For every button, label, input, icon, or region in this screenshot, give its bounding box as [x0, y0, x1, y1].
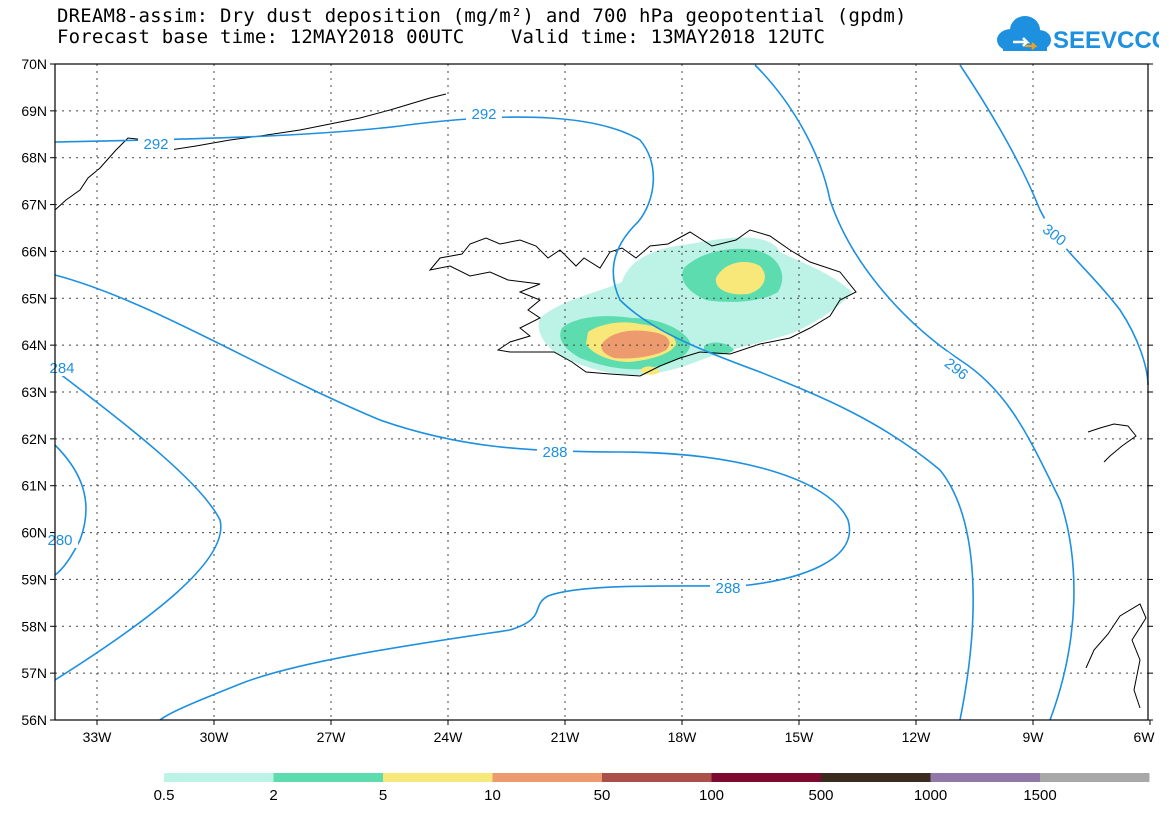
lat-label: 57N	[21, 665, 47, 681]
lon-label: 6W	[1134, 729, 1156, 745]
lon-label: 21W	[551, 729, 581, 745]
contour-label-bg	[466, 106, 502, 122]
dust-area-2c	[704, 342, 734, 355]
greenland-coast	[54, 93, 447, 211]
legend-swatch	[711, 773, 821, 782]
legend-swatch	[492, 773, 602, 782]
legend-label: 10	[484, 787, 501, 804]
legend-label: 50	[594, 787, 611, 804]
contour-label-bg	[937, 351, 976, 387]
legend-swatch	[1040, 773, 1150, 782]
legend-label: 2	[269, 787, 277, 804]
lat-label: 58N	[21, 618, 47, 634]
chart-title: DREAM8-assim: Dry dust deposition (mg/m²…	[57, 5, 907, 27]
dust-deposition-shading	[538, 237, 852, 376]
dust-area-5b	[715, 262, 765, 295]
lon-label: 9W	[1023, 729, 1045, 745]
legend-swatch	[273, 773, 383, 782]
lat-label: 70N	[21, 56, 47, 72]
contour-label: 292	[471, 106, 496, 123]
legend-swatch	[602, 773, 712, 782]
lat-label: 62N	[21, 431, 47, 447]
lat-label: 65N	[21, 290, 47, 306]
contour-label-bg	[537, 444, 573, 460]
lon-label: 24W	[434, 729, 464, 745]
faroe-islands	[1087, 423, 1137, 463]
cloud-icon	[997, 16, 1051, 51]
lat-label: 68N	[21, 150, 47, 166]
contour-280	[54, 444, 87, 576]
lon-label: 15W	[785, 729, 815, 745]
lon-label: 33W	[83, 729, 113, 745]
lat-label: 60N	[21, 525, 47, 541]
contour-label-bg	[44, 360, 80, 376]
lat-label: 69N	[21, 103, 47, 119]
legend-label: 100	[699, 787, 724, 804]
contour-label-bg	[138, 136, 174, 152]
legend-label: 500	[808, 787, 833, 804]
legend-label: 0.5	[154, 787, 175, 804]
lat-label: 59N	[21, 571, 47, 587]
legend-swatch	[164, 773, 274, 782]
seevccc-logo: SEEVCCC	[997, 16, 1159, 54]
lon-label: 30W	[200, 729, 230, 745]
lat-label: 64N	[21, 337, 47, 353]
contour-label: 284	[49, 360, 74, 377]
lon-label: 18W	[668, 729, 698, 745]
iceland-outline	[428, 229, 857, 377]
lat-label: 66N	[21, 243, 47, 259]
geopotential-contours	[54, 64, 1149, 721]
contour-label-bg	[1035, 217, 1074, 253]
forecast-time-line: Forecast base time: 12MAY2018 00UTC Vali…	[57, 26, 826, 48]
contour-label: 288	[542, 444, 567, 461]
scotland-coast	[1085, 603, 1147, 709]
dust-area-10	[601, 330, 670, 359]
lat-label: 67N	[21, 197, 47, 213]
contour-284	[54, 369, 222, 681]
contour-288	[54, 274, 851, 721]
logo-text: SEEVCCC	[1053, 27, 1159, 54]
legend-swatch	[821, 773, 931, 782]
lat-axis: 70N 69N 68N 67N 66N 65N 64N 63N 62N 61N 60N 59N 58N 5…	[21, 56, 1153, 728]
contour-292	[54, 116, 974, 721]
contour-label: 292	[143, 136, 168, 153]
coastlines	[54, 93, 1147, 709]
legend-swatch	[383, 773, 493, 782]
legend-colorbar: 0.5 2 5 10 50 100 500 1000 1500	[154, 773, 1150, 804]
lon-label: 27W	[317, 729, 347, 745]
legend-label: 1500	[1023, 787, 1056, 804]
contour-label: 288	[715, 580, 740, 597]
legend-label: 1000	[914, 787, 947, 804]
contour-296	[754, 64, 1075, 721]
legend-label: 5	[379, 787, 387, 804]
lat-label: 56N	[21, 712, 47, 728]
contour-label-bg	[710, 580, 746, 596]
contour-label-bg	[42, 532, 78, 548]
gridlines	[55, 64, 1148, 720]
contour-label: 280	[47, 532, 72, 549]
lat-label: 61N	[21, 478, 47, 494]
lon-label: 12W	[902, 729, 932, 745]
legend-swatch	[930, 773, 1040, 782]
lat-label: 63N	[21, 384, 47, 400]
lon-axis: 33W 30W 27W 24W 21W 18W 15W 12W 9W 6W	[83, 720, 1156, 745]
